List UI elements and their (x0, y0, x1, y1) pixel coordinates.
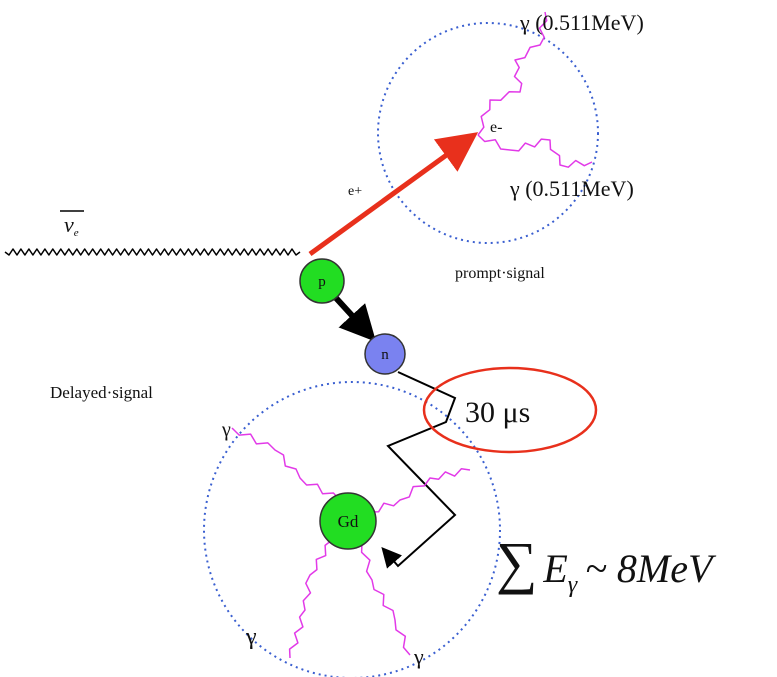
energy-symbol: E (542, 546, 567, 591)
gamma-gd-bottom-left (290, 540, 332, 658)
delayed-signal-label: Delayed·signal (50, 383, 153, 402)
positron-label: e+ (348, 184, 362, 199)
prompt-region (378, 23, 598, 243)
positron-arrow (310, 138, 470, 254)
neutron-path (384, 372, 455, 566)
time-label: 30 μs (465, 396, 530, 429)
diagram: p n Gd γ (0.511MeV) e- e+ γ (0.511MeV) p… (0, 0, 777, 677)
gd-label: Gd (338, 512, 359, 531)
gamma-gd-bottom-left-label: γ (245, 624, 257, 650)
prompt-signal-label: prompt·signal (455, 265, 545, 282)
antineutrino-subscript: e (74, 227, 79, 239)
sum-symbol: ∑ (496, 530, 537, 595)
energy-rest: ~ 8MeV (585, 546, 717, 591)
gamma-gd-top (232, 428, 340, 500)
gamma-gd-right (370, 469, 470, 512)
gamma-gd-bottom-right (362, 542, 410, 655)
neutron-label: n (381, 347, 389, 363)
proton-to-neutron-arrow (336, 298, 368, 333)
proton-label: p (318, 274, 326, 290)
electron-label: e- (490, 119, 502, 136)
energy-subscript: γ (568, 572, 578, 598)
gamma-right-label: γ (0.511MeV) (509, 176, 634, 201)
gamma-gd-top-label: γ (221, 419, 231, 441)
antineutrino-symbol: ν (64, 212, 74, 237)
antineutrino-line (5, 249, 300, 255)
antineutrino-label: νe (64, 212, 79, 239)
gamma-right (478, 135, 592, 167)
gamma-gd-bottom-right-label: γ (413, 644, 424, 669)
energy-sum-label: ∑Eγ ~ 8MeV (496, 530, 717, 598)
gamma-top-label: γ (0.511MeV) (519, 10, 644, 35)
